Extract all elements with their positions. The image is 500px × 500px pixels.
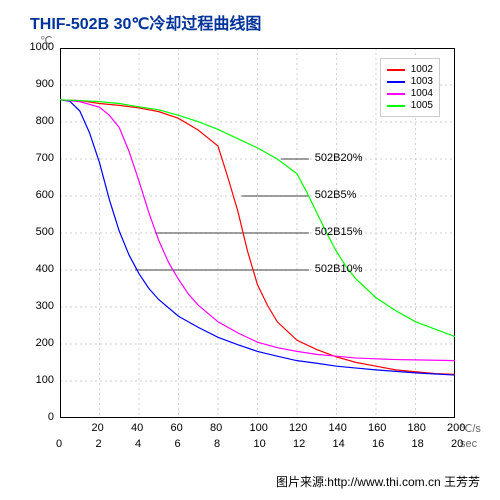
x1-tick: 60 [171,422,183,434]
x1-tick: 140 [329,422,347,434]
x2-tick: 10 [254,438,266,450]
x1-tick: 120 [289,422,307,434]
chart-annotation: 502B10% [315,263,363,275]
y-tick: 1000 [30,41,54,53]
y-tick: 300 [36,300,54,312]
legend-item: 1002 [387,64,433,75]
legend-swatch [387,69,405,71]
x2-tick: 4 [135,438,141,450]
chart-title: THIF-502B 30℃冷却过程曲线图 [30,10,261,34]
chart-annotation: 502B15% [315,226,363,238]
y-tick: 700 [36,152,54,164]
image-source: 图片来源:http://www.thi.com.cn 王芳芳 [276,473,480,490]
x1-tick: 100 [250,422,268,434]
x2-tick: 18 [412,438,424,450]
x1-tick: 160 [368,422,386,434]
x1-tick: 200 [447,422,465,434]
x1-tick: 40 [131,422,143,434]
x2-tick: 12 [293,438,305,450]
x2-tick: 6 [175,438,181,450]
x2-tick: 16 [372,438,384,450]
legend-swatch [387,105,405,107]
y-tick: 100 [36,374,54,386]
chart-annotation: 502B5% [315,189,357,201]
x2-tick: 0 [56,438,62,450]
y-tick: 800 [36,115,54,127]
y-tick: 900 [36,78,54,90]
x1-tick: 80 [210,422,222,434]
x1-tick: 20 [92,422,104,434]
legend-item: 1003 [387,76,433,87]
legend-label: 1002 [411,64,433,75]
legend-swatch [387,93,405,95]
legend-item: 1004 [387,88,433,99]
legend-swatch [387,81,405,83]
x1-tick: 180 [408,422,426,434]
x2-tick: 8 [214,438,220,450]
y-tick: 600 [36,189,54,201]
x2-tick: 20 [451,438,463,450]
y-tick: 400 [36,263,54,275]
y-tick: 200 [36,337,54,349]
legend-label: 1003 [411,76,433,87]
x2-tick: 2 [96,438,102,450]
y-tick: 0 [48,411,54,423]
y-tick: 500 [36,226,54,238]
legend-label: 1004 [411,88,433,99]
legend-item: 1005 [387,100,433,111]
legend: 1002100310041005 [380,58,440,117]
x2-tick: 14 [333,438,345,450]
chart-annotation: 502B20% [315,152,363,164]
legend-label: 1005 [411,100,433,111]
